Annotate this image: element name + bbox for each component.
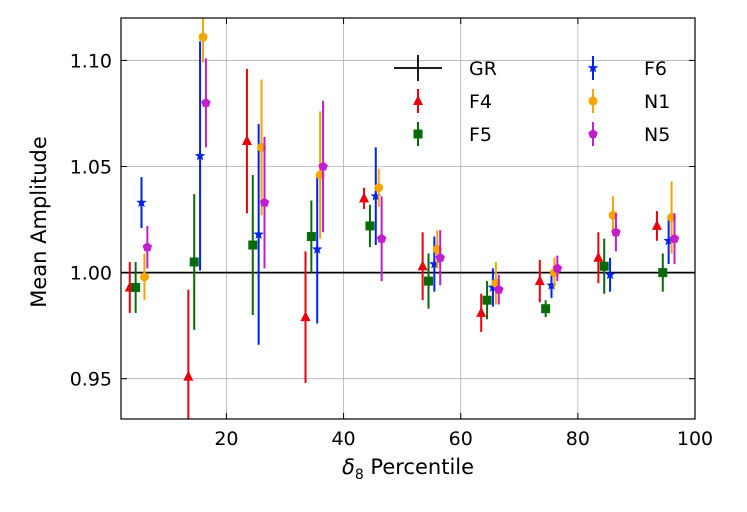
f6-point: [429, 258, 440, 269]
x-tick-label: 100: [677, 428, 713, 450]
y-tick-label: 0.95: [70, 369, 112, 391]
series-f6: [136, 41, 674, 345]
legend-f6-marker: [587, 62, 599, 73]
x-axis-label-rest: Percentile: [364, 455, 474, 479]
f6-point: [546, 279, 557, 290]
n1-point: [198, 32, 208, 42]
f6-point: [136, 197, 147, 208]
y-tick-label: 1.05: [70, 157, 112, 179]
series-f5: [131, 175, 668, 330]
x-axis-label-symbol: δ: [342, 455, 355, 479]
y-axis-label: Mean Amplitude: [27, 136, 51, 308]
f5-point: [189, 257, 199, 267]
legend-f4-marker: [413, 95, 423, 105]
f4-point: [241, 135, 252, 146]
legend-label-n5: N5: [644, 124, 670, 146]
f5-point: [541, 304, 551, 314]
axis-ticks: 20 40 60 80 100 0.95 1.00 1.05 1.10: [70, 18, 713, 450]
legend-label-f6: F6: [644, 58, 667, 80]
legend-label-f5: F5: [469, 124, 492, 146]
series-f4: [124, 68, 662, 419]
x-tick-label: 20: [214, 428, 238, 450]
f5-point: [306, 232, 316, 242]
f5-point: [482, 295, 492, 305]
x-axis-label: δ8 Percentile: [342, 455, 474, 483]
f5-point: [131, 282, 141, 292]
x-tick-label: 40: [331, 428, 355, 450]
f5-point: [658, 268, 668, 278]
f5-point: [248, 240, 258, 250]
f6-point: [487, 281, 499, 292]
x-tick-label: 60: [449, 428, 473, 450]
f6-point: [194, 150, 206, 161]
n5-point: [201, 97, 211, 107]
f4-point: [593, 251, 604, 262]
series-n5: [142, 58, 680, 305]
n5-point: [494, 284, 504, 294]
n5-point: [552, 263, 563, 273]
f4-point: [183, 370, 194, 381]
grid: [121, 18, 696, 419]
legend-f5-marker: [413, 129, 423, 139]
x-axis-label-subscript: 8: [355, 467, 364, 483]
f4-point: [651, 219, 662, 230]
n1-point: [139, 272, 149, 282]
y-tick-label: 1.10: [70, 50, 112, 72]
f5-point: [365, 221, 375, 231]
legend: GR F4 F5 F6 N1 N5: [394, 55, 670, 146]
n5-point: [376, 233, 387, 243]
f6-point: [370, 190, 382, 201]
f4-point: [359, 192, 370, 203]
n5-point: [259, 197, 270, 207]
legend-label-gr: GR: [469, 58, 497, 80]
f4-point: [476, 306, 487, 317]
f6-point: [311, 243, 323, 254]
f5-point: [424, 276, 433, 286]
n5-point: [142, 242, 153, 252]
f6-point: [604, 269, 616, 280]
f6-point: [663, 235, 674, 246]
n5-point: [435, 252, 445, 262]
n5-point: [611, 227, 621, 237]
f4-point: [534, 275, 545, 286]
legend-n1-marker: [588, 96, 598, 106]
x-tick-label: 80: [566, 428, 590, 450]
n5-point: [669, 233, 680, 243]
f5-point: [599, 261, 609, 271]
n5-point: [318, 161, 328, 171]
f4-point: [300, 311, 311, 322]
n1-point: [374, 183, 384, 193]
plot-frame: [120, 17, 696, 420]
f4-point: [417, 260, 428, 271]
y-tick-label: 1.00: [70, 263, 112, 285]
legend-label-n1: N1: [644, 91, 670, 113]
legend-n5-marker: [588, 129, 598, 139]
data-points: [124, 18, 680, 419]
legend-label-f4: F4: [469, 91, 492, 113]
f6-point: [253, 228, 264, 239]
